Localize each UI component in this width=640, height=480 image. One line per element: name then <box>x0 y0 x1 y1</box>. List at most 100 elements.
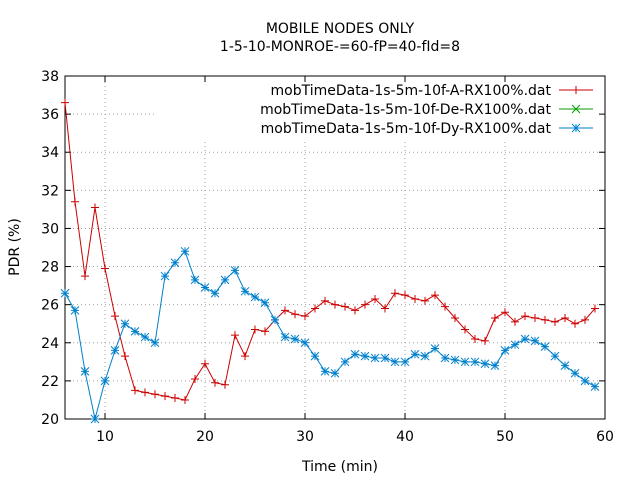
series-point <box>61 98 69 107</box>
series-point <box>370 353 380 363</box>
series-point <box>300 338 310 348</box>
x-tick-label: 20 <box>196 429 214 445</box>
y-tick-label: 34 <box>41 145 59 161</box>
series-point <box>571 104 581 114</box>
series-point <box>80 367 90 376</box>
series-point <box>481 336 489 345</box>
series-point <box>521 312 529 321</box>
series-point <box>400 357 410 367</box>
x-tick-label: 30 <box>296 429 314 445</box>
y-tick-label: 30 <box>41 221 59 237</box>
series-point <box>251 325 259 334</box>
chart-subtitle: 1-5-10-MONROE-=60-fP=40-fId=8 <box>220 39 460 55</box>
series-point <box>290 334 300 344</box>
series-point <box>320 367 330 376</box>
series-point <box>540 342 550 351</box>
y-tick-label: 22 <box>41 374 59 390</box>
series-point <box>150 338 160 348</box>
series-point <box>350 349 360 359</box>
series-point <box>60 288 70 298</box>
x-axis-label: Time (min) <box>301 459 378 475</box>
series-3 <box>60 246 600 424</box>
series-point <box>331 300 339 309</box>
series-point <box>141 388 149 397</box>
series-point <box>220 275 230 285</box>
series-point <box>281 306 289 315</box>
series-point <box>430 344 440 353</box>
series-point <box>501 308 509 317</box>
chart-title: MOBILE NODES ONLY <box>266 21 415 37</box>
series-point <box>120 319 130 329</box>
series-point <box>81 272 89 281</box>
series-point <box>260 298 270 308</box>
series-point <box>572 86 580 94</box>
series-point <box>311 304 319 313</box>
series-point <box>441 302 449 311</box>
series-point <box>381 304 389 313</box>
series-point <box>371 294 379 303</box>
series-point <box>581 315 589 324</box>
series-point <box>280 332 290 342</box>
series-point <box>91 203 99 212</box>
series-point <box>421 296 429 305</box>
series-point <box>210 288 220 298</box>
series-point <box>201 359 209 368</box>
y-tick-label: 32 <box>41 183 59 199</box>
series-point <box>580 376 590 386</box>
series-point <box>191 374 199 383</box>
y-axis-label: PDR (%) <box>7 218 23 276</box>
series-point <box>380 353 390 363</box>
series-line <box>64 102 596 401</box>
series-point <box>530 336 540 346</box>
series-1 <box>61 98 599 404</box>
series-point <box>401 291 409 300</box>
series-point <box>110 346 120 355</box>
series-point <box>571 123 581 133</box>
series-point <box>571 319 579 328</box>
y-tick-label: 38 <box>41 69 59 85</box>
series-point <box>561 314 569 323</box>
series-point <box>140 332 150 342</box>
series-point <box>160 271 170 281</box>
legend-background <box>155 78 603 140</box>
series-point <box>491 314 499 323</box>
series-point <box>590 382 600 391</box>
series-point <box>341 302 349 311</box>
series-point <box>71 197 79 206</box>
series-point <box>321 296 329 305</box>
series-line <box>64 250 596 420</box>
series-point <box>200 283 210 292</box>
series-point <box>550 351 560 361</box>
series-point <box>211 378 219 387</box>
series-point <box>460 357 470 367</box>
series-point <box>490 361 500 370</box>
series-point <box>190 275 200 285</box>
series-point <box>121 352 129 361</box>
x-tick-label: 40 <box>396 429 414 445</box>
series-point <box>361 300 369 309</box>
series-point <box>90 414 100 424</box>
series-point <box>181 395 189 404</box>
series-point <box>451 314 459 323</box>
series-point <box>471 334 479 343</box>
plot-area-frame <box>64 75 606 420</box>
y-tick-label: 28 <box>41 260 59 276</box>
series-point <box>531 314 539 323</box>
series-point <box>161 392 169 401</box>
series-point <box>411 294 419 303</box>
series-point <box>221 380 229 389</box>
y-tick-label: 36 <box>41 107 59 123</box>
series-point <box>591 304 599 313</box>
series-point <box>431 291 439 300</box>
series-point <box>171 394 179 403</box>
series-point <box>340 357 350 367</box>
series-point <box>480 359 490 369</box>
y-tick-label: 20 <box>41 412 59 428</box>
x-tick-label: 60 <box>596 429 614 445</box>
series-point <box>301 312 309 321</box>
series-point <box>100 376 110 386</box>
series-point <box>520 334 530 344</box>
series-point <box>230 266 240 275</box>
series-point <box>240 286 250 296</box>
